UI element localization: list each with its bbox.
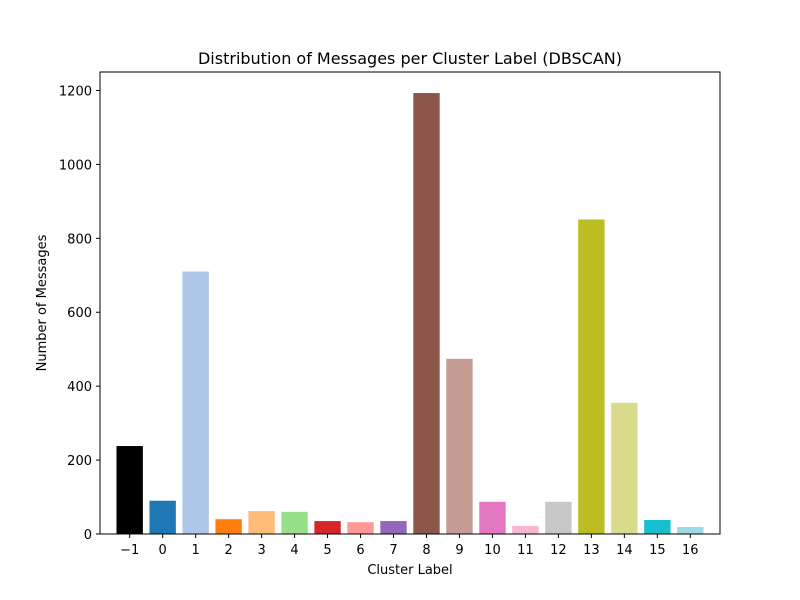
x-tick-label: 12 [550,543,567,558]
x-tick-label: 8 [422,543,430,558]
x-tick-label: 10 [484,543,501,558]
x-tick-label: 13 [583,543,600,558]
bar-cluster-7 [347,522,374,534]
bar-cluster-16 [644,519,671,534]
x-axis-title: Cluster Label [367,563,452,578]
bar-cluster-15 [611,402,638,534]
x-tick-label: 6 [356,543,364,558]
x-tick-label: 16 [682,543,699,558]
bar-cluster-3 [215,519,242,534]
bar-cluster-0 [116,446,143,534]
x-tick-label: −1 [120,543,139,558]
bar-cluster-13 [545,501,572,534]
bar-cluster-8 [380,521,407,534]
bar-cluster-14 [578,219,605,534]
bar-cluster-10 [446,358,473,534]
x-tick-label: 14 [616,543,633,558]
bar-cluster-11 [479,501,506,534]
bar-cluster-4 [248,511,275,534]
bar-cluster-17 [677,526,704,534]
x-tick-label: 9 [455,543,463,558]
plot-area-frame [99,71,721,535]
y-tick-label: 400 [67,380,92,395]
y-axis-title: Number of Messages [35,234,50,371]
y-tick-label: 800 [67,232,92,247]
y-tick-label: 600 [67,306,92,321]
y-tick-label: 0 [84,528,92,543]
x-tick-label: 11 [517,543,534,558]
bar-cluster-12 [512,525,539,534]
y-tick-label: 1200 [59,84,92,99]
x-tick-label: 2 [224,543,232,558]
x-tick-label: 15 [649,543,666,558]
chart-title: Distribution of Messages per Cluster Lab… [198,49,622,68]
x-tick-label: 5 [323,543,331,558]
y-tick-label: 200 [67,454,92,469]
y-tick-label: 1000 [59,158,92,173]
x-tick-label: 0 [159,543,167,558]
bar-cluster-5 [281,511,308,534]
x-axis-ticks: −1 0 1 2 3 4 5 6 7 8 9 10 11 12 13 14 15 16 [120,534,699,558]
x-tick-label: 1 [191,543,199,558]
bar-cluster-2 [182,271,209,534]
bar-cluster-1 [149,500,176,534]
x-tick-label: 3 [257,543,265,558]
y-axis-ticks: 0 200 400 600 800 1000 1200 [59,84,100,543]
bars-group [116,93,704,534]
x-tick-label: 7 [389,543,397,558]
bar-cluster-9 [413,93,440,534]
x-tick-label: 4 [290,543,298,558]
bar-cluster-6 [314,521,341,534]
